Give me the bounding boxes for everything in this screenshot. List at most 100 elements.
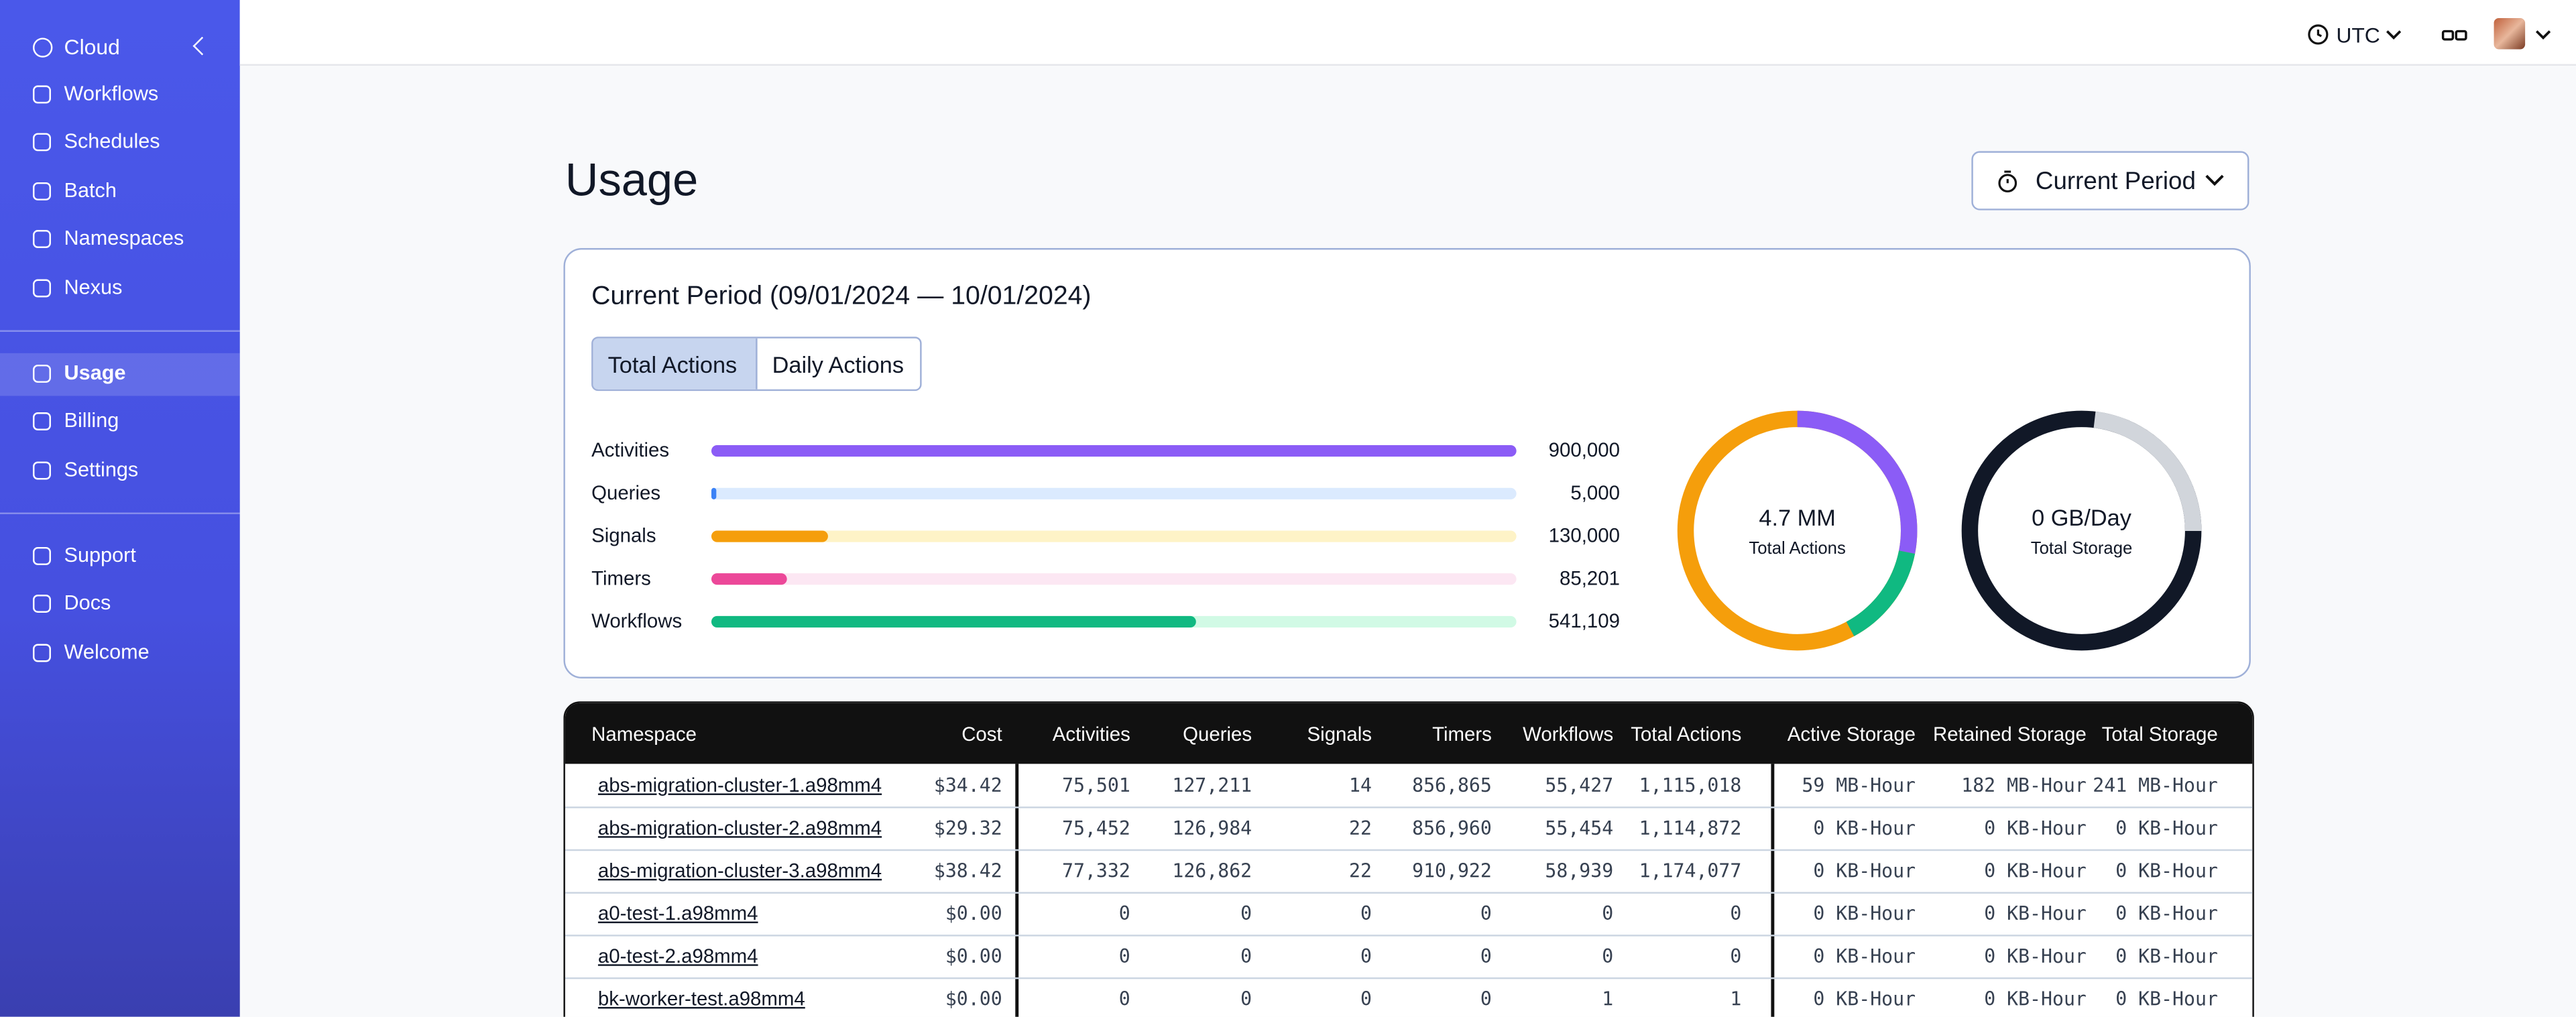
nav-item[interactable]: Support <box>64 544 136 567</box>
nav-item[interactable]: Schedules <box>64 129 160 153</box>
table-cell: 0 KB-Hour <box>2115 987 2218 1010</box>
column-header: Cost <box>961 723 1002 746</box>
table-cell: 0 <box>1118 902 1130 925</box>
table-cell: 0 KB-Hour <box>1813 987 1916 1010</box>
bar-value: 130,000 <box>1548 524 1620 547</box>
nav-icon <box>33 364 51 383</box>
table-cell: 22 <box>1349 859 1372 882</box>
active-item-bg <box>0 353 240 396</box>
table-cell: 0 <box>1360 987 1372 1010</box>
nav-icon <box>33 595 51 613</box>
timer-icon <box>1998 170 2017 193</box>
nav-item[interactable]: Batch <box>64 179 117 202</box>
column-header: Retained Storage <box>1933 723 2087 746</box>
table-cell: 0 <box>1730 902 1742 925</box>
nav-icon <box>33 461 51 480</box>
collapse-icon[interactable] <box>192 36 212 56</box>
table-cell: $29.32 <box>933 816 1002 840</box>
donut-segment <box>1961 410 2202 651</box>
column-header: Timers <box>1432 723 1492 746</box>
namespace-link[interactable]: abs-migration-cluster-2.a98mm4 <box>597 816 882 840</box>
nav-item[interactable]: Settings <box>64 458 139 481</box>
column-header: Activities <box>1052 723 1130 746</box>
table-cell: 77,332 <box>1062 859 1130 882</box>
table-cell: 0 <box>1480 944 1492 968</box>
nav-item[interactable]: Billing <box>64 409 119 432</box>
table-cell: 0 KB-Hour <box>1984 987 2087 1010</box>
table-cell: $34.42 <box>933 774 1002 797</box>
table-cell: 0 KB-Hour <box>1813 859 1916 882</box>
table-cell: 127,211 <box>1172 774 1252 797</box>
nav-item[interactable]: Namespaces <box>64 227 184 250</box>
namespace-link[interactable]: abs-migration-cluster-3.a98mm4 <box>597 859 882 882</box>
nav-item[interactable]: Usage <box>64 361 126 385</box>
nav-item[interactable]: Nexus <box>64 276 123 299</box>
row-border <box>565 806 2253 809</box>
namespace-link[interactable]: bk-worker-test.a98mm4 <box>597 987 805 1010</box>
table-cell: 0 KB-Hour <box>1984 816 2087 840</box>
column-header: Signals <box>1307 723 1372 746</box>
row-border <box>565 935 2253 937</box>
bar-fill <box>711 487 716 499</box>
donuts <box>1677 410 2202 651</box>
namespace-link[interactable]: a0-test-2.a98mm4 <box>597 944 758 968</box>
nav-icon <box>33 182 51 200</box>
table-cell: 1,174,077 <box>1639 859 1742 882</box>
period-button[interactable]: Current Period <box>1971 151 2249 211</box>
column-header: Queries <box>1183 723 1252 746</box>
nav-icon <box>33 279 51 298</box>
table-cell: 55,454 <box>1545 816 1614 840</box>
avatar[interactable] <box>2494 17 2526 50</box>
table-cell: 14 <box>1349 774 1372 797</box>
table-cell: 910,922 <box>1412 859 1492 882</box>
table-cell: 0 KB-Hour <box>2115 902 2218 925</box>
nav-icon <box>33 230 51 248</box>
table-cell: 0 KB-Hour <box>1984 859 2087 882</box>
row-border <box>565 849 2253 851</box>
tab[interactable]: Daily Actions <box>759 339 920 390</box>
bar-track <box>711 530 1517 542</box>
namespace-link[interactable]: a0-test-1.a98mm4 <box>597 902 758 925</box>
table-cell: 0 <box>1240 987 1252 1010</box>
column-header: Namespace <box>591 723 697 746</box>
nav-icon <box>33 133 51 152</box>
nav-item[interactable]: Docs <box>64 591 111 615</box>
tab-active[interactable]: Total Actions <box>593 338 758 390</box>
bar-fill <box>711 615 1195 627</box>
separator <box>0 330 240 332</box>
nav-icon <box>33 546 51 565</box>
table-cell: 856,960 <box>1412 816 1492 840</box>
donut-segment <box>1677 410 1918 651</box>
sidebar-title[interactable]: Cloud <box>64 34 120 60</box>
nav-icon <box>33 644 51 662</box>
tab-label: Daily Actions <box>772 351 904 378</box>
table-cell: 0 <box>1602 944 1614 968</box>
icon <box>33 38 53 58</box>
table-cell: 0 KB-Hour <box>1813 944 1916 968</box>
sidebar: Cloud Workflows Schedules Batch Namespaces Ne… <box>0 0 240 1017</box>
nav-item[interactable]: Workflows <box>64 82 159 105</box>
bar-value: 5,000 <box>1570 481 1620 505</box>
table-cell: 75,452 <box>1062 816 1130 840</box>
nav-icon <box>33 412 51 430</box>
glasses-icon[interactable] <box>2441 23 2467 46</box>
namespace-link[interactable]: abs-migration-cluster-1.a98mm4 <box>597 774 882 797</box>
table-cell: 0 <box>1602 902 1614 925</box>
table-cell: $0.00 <box>945 902 1002 925</box>
chevron <box>2535 30 2551 40</box>
summary-card: Current Period (09/01/2024 — 10/01/2024)… <box>563 247 2251 678</box>
table-cell: 0 <box>1730 944 1742 968</box>
tab-group: Total Actions Daily Actions <box>591 337 922 392</box>
bar-label: Queries <box>591 481 661 505</box>
nav-item[interactable]: Welcome <box>64 640 150 664</box>
timezone[interactable]: UTC <box>2336 23 2380 48</box>
table-header <box>565 703 2253 764</box>
summary-heading: Current Period (09/01/2024 — 10/01/2024) <box>591 282 1092 311</box>
table-cell: 22 <box>1349 816 1372 840</box>
table-cell: 1 <box>1730 987 1742 1010</box>
table-cell: 1 <box>1602 987 1614 1010</box>
table-cell: 59 MB-Hour <box>1802 774 1916 797</box>
table-cell: $0.00 <box>945 987 1002 1010</box>
table-cell: 0 KB-Hour <box>2115 859 2218 882</box>
